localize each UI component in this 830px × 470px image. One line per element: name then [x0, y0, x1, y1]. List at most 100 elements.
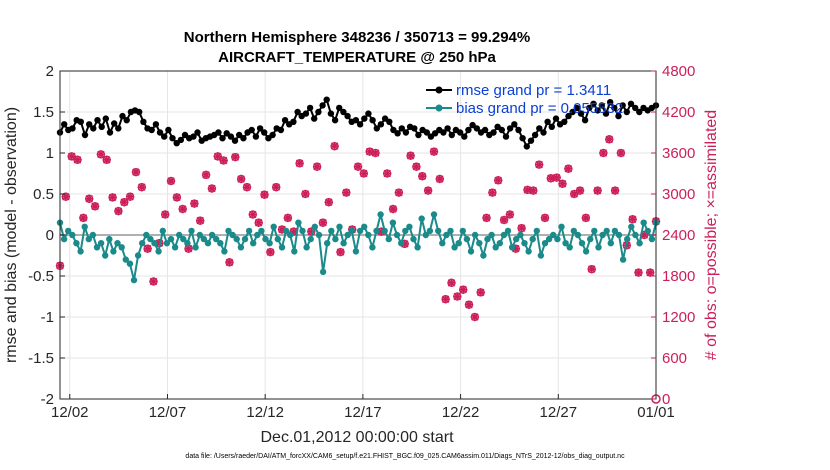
- bias-series: [56, 211, 660, 284]
- obs-assimilated-marker: [383, 169, 392, 178]
- obs-assimilated-marker: [453, 292, 462, 301]
- bias-point: [299, 227, 306, 235]
- bias-point: [385, 235, 392, 243]
- bias-point: [619, 256, 627, 263]
- obs-assimilated-marker: [283, 213, 293, 223]
- rmse-point: [327, 110, 335, 117]
- bias-point: [402, 227, 409, 235]
- bias-point: [587, 235, 594, 243]
- bias-point: [118, 244, 125, 251]
- y-tick-label-left: -1.5: [28, 350, 54, 367]
- rmse-point: [502, 133, 510, 140]
- obs-assimilated-marker: [429, 147, 439, 156]
- bias-point: [147, 235, 154, 243]
- bias-point: [287, 231, 294, 239]
- bias-point: [188, 227, 195, 235]
- rmse-point: [490, 129, 497, 136]
- bias-point: [628, 223, 635, 230]
- bias-point: [541, 240, 549, 247]
- obs-assimilated-marker: [61, 192, 71, 201]
- obs-assimilated-marker: [546, 174, 555, 183]
- y-tick-label-right: 1800: [662, 268, 695, 285]
- rmse-point: [94, 117, 101, 124]
- bias-point: [570, 227, 577, 235]
- y-axis-right-ticks: 0 600 1200 1800 2400 3000 3600 4200 4800: [651, 63, 695, 408]
- rmse-point: [465, 126, 472, 134]
- bias-point: [443, 231, 450, 239]
- obs-assimilated-marker: [353, 162, 363, 171]
- bias-point: [529, 235, 536, 243]
- rmse-point: [536, 125, 543, 132]
- obs-assimilated-marker: [599, 148, 608, 158]
- obs-assimilated-marker: [494, 176, 503, 185]
- obs-assimilated-marker: [605, 135, 614, 144]
- bias-point: [439, 240, 446, 247]
- y-tick-label-right: 4200: [662, 104, 695, 121]
- rmse-point: [569, 108, 576, 116]
- bias-point: [176, 231, 183, 239]
- bias-point: [254, 231, 261, 239]
- bias-point: [262, 235, 269, 243]
- bias-point: [476, 240, 483, 247]
- rmse-point: [215, 129, 222, 136]
- bias-point: [110, 248, 117, 255]
- obs-assimilated-marker: [207, 184, 217, 193]
- obs-assimilated-marker: [488, 188, 497, 197]
- rmse-point: [331, 117, 339, 124]
- obs-assimilated-marker: [184, 244, 193, 253]
- obs-assimilated-marker: [587, 265, 596, 274]
- y-tick-label-right: 4800: [662, 63, 695, 80]
- bias-point: [291, 248, 298, 255]
- bias-point: [89, 231, 97, 239]
- bias-point: [603, 227, 610, 235]
- bias-point: [102, 252, 109, 259]
- bias-point: [270, 223, 277, 230]
- bias-point: [69, 231, 76, 239]
- y-tick-label-right: 1200: [662, 309, 695, 326]
- obs-assimilated-marker: [628, 215, 637, 224]
- bias-point: [245, 227, 253, 235]
- rmse-point: [219, 135, 226, 142]
- obs-assimilated-marker: [418, 172, 427, 181]
- rmse-point: [590, 100, 597, 108]
- obs-assimilated-marker: [73, 155, 82, 164]
- rmse-point: [169, 135, 176, 142]
- bias-point: [204, 240, 212, 247]
- bias-point: [632, 231, 639, 239]
- bias-point: [607, 240, 614, 247]
- obs-assimilated-marker: [406, 151, 415, 160]
- rmse-point: [531, 131, 539, 139]
- bias-point: [389, 219, 397, 226]
- bias-point: [488, 231, 495, 239]
- rmse-point: [415, 131, 422, 139]
- rmse-point: [136, 108, 143, 116]
- x-tick-label: 12/17: [344, 404, 382, 421]
- obs-assimilated-marker: [517, 224, 526, 233]
- rmse-point: [148, 126, 155, 134]
- obs-assimilated-marker: [196, 216, 205, 225]
- bias-point: [398, 240, 405, 247]
- obs-assimilated-marker: [511, 244, 520, 253]
- rmse-point: [111, 120, 118, 127]
- y-axis-right-label: # of obs: o=possible; ×=assimilated: [703, 110, 720, 360]
- obs-assimilated-marker: [178, 204, 187, 214]
- rmse-point: [60, 121, 68, 128]
- rmse-point: [106, 129, 114, 136]
- obs-assimilated-marker: [342, 188, 351, 197]
- y-axis-left-label: rmse and bias (model - observation): [3, 107, 20, 363]
- rmse-point: [102, 115, 110, 122]
- obs-assimilated-marker: [131, 167, 141, 177]
- rmse-point: [165, 126, 172, 134]
- chart-title-line2: AIRCRAFT_TEMPERATURE @ 250 hPa: [218, 49, 496, 66]
- bias-point: [192, 244, 199, 251]
- rmse-point: [69, 125, 76, 132]
- obs-assimilated-marker: [324, 198, 333, 207]
- y-axis-left-ticks: -2 -1.5 -1 -0.5 0 0.5 1 1.5 2: [28, 63, 65, 408]
- bias-point: [274, 235, 281, 243]
- legend-bias-label: bias grand pr = 0.055532: [456, 100, 623, 117]
- bias-point: [139, 240, 146, 247]
- obs-assimilated-marker: [640, 230, 649, 240]
- bias-point: [582, 248, 590, 255]
- obs-assimilated-marker: [377, 227, 386, 236]
- bias-point: [373, 227, 380, 235]
